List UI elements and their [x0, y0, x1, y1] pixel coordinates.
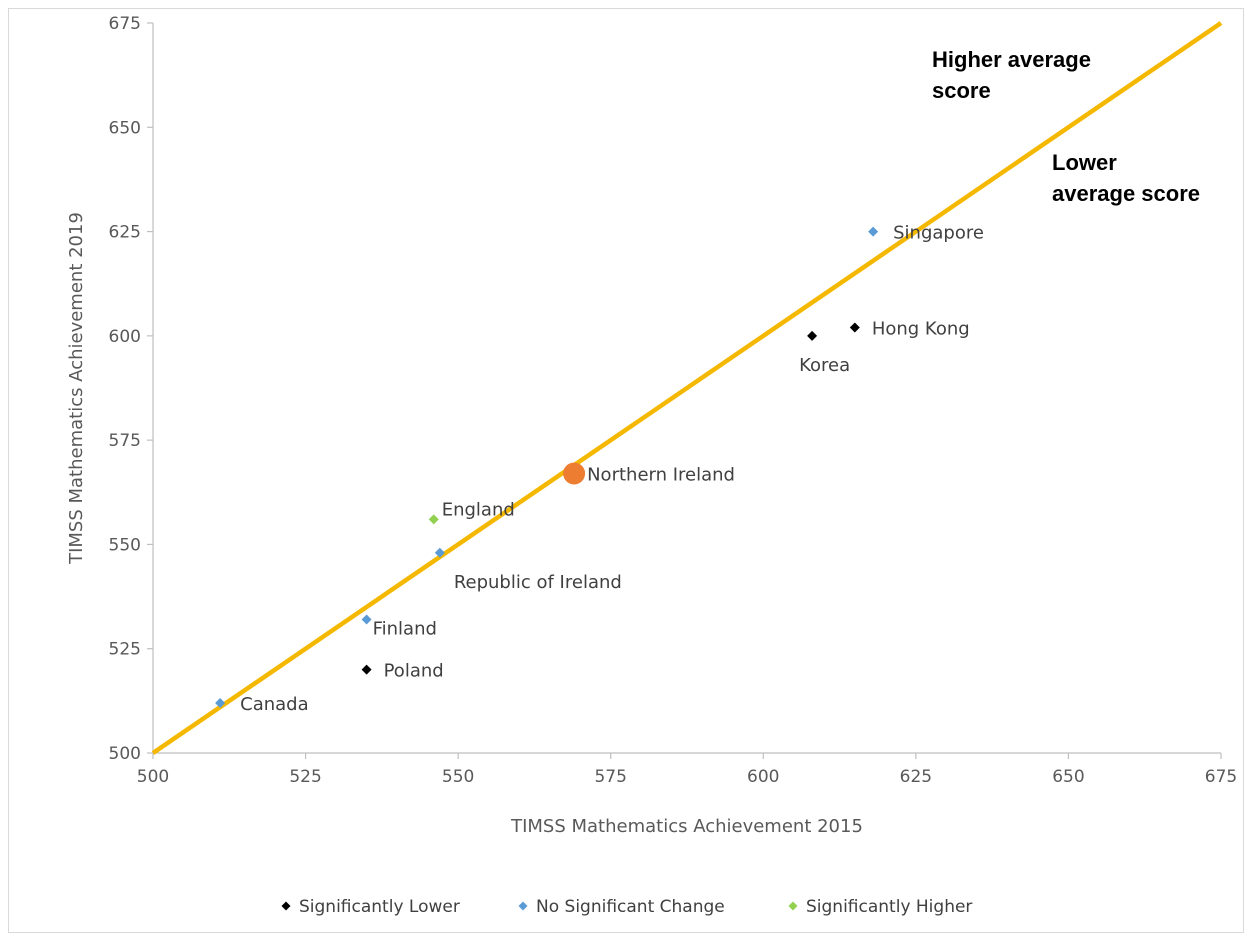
point-label-korea: Korea: [799, 355, 850, 376]
point-hong-kong: [850, 323, 860, 333]
point-label-republic-of-ireland: Republic of Ireland: [454, 572, 622, 593]
y-tick-label: 500: [109, 744, 141, 764]
point-singapore: [868, 227, 878, 237]
reference-line-group: [153, 23, 1221, 753]
legend: Significantly Lower No Significant Change…: [282, 897, 973, 917]
point-label-singapore: Singapore: [893, 223, 984, 244]
y-tick-label: 600: [109, 327, 141, 347]
x-tick-label: 625: [900, 767, 932, 787]
x-tick-label: 575: [594, 767, 626, 787]
legend-marker-significantly-higher: [789, 902, 798, 911]
point-northern-ireland: [563, 463, 585, 485]
point-label-poland: Poland: [384, 661, 444, 682]
point-korea: [807, 331, 817, 341]
y-tick-label: 675: [109, 14, 141, 34]
x-tick-label: 525: [289, 767, 321, 787]
y-tick-label: 550: [109, 535, 141, 555]
y-tick-label: 650: [109, 118, 141, 138]
point-england: [429, 514, 439, 524]
higher-score-label: Higher average: [932, 47, 1091, 72]
point-label-canada: Canada: [240, 694, 308, 715]
higher-score-label: score: [932, 78, 991, 103]
legend-marker-significantly-lower: [282, 902, 291, 911]
lower-score-label: average score: [1052, 181, 1200, 206]
reference-line: [153, 23, 1221, 753]
y-tick-label: 525: [109, 640, 141, 660]
lower-score-label: Lower: [1052, 150, 1117, 175]
x-tick-label: 650: [1052, 767, 1084, 787]
legend-label-significantly-higher: Significantly Higher: [806, 897, 972, 917]
x-axis-title: TIMSS Mathematics Achievement 2015: [510, 816, 863, 837]
point-label-finland: Finland: [373, 619, 437, 640]
point-finland: [362, 615, 372, 625]
legend-marker-no-significant-change: [519, 902, 528, 911]
point-label-england: England: [442, 499, 515, 520]
legend-label-no-significant-change: No Significant Change: [536, 897, 725, 917]
point-poland: [362, 665, 372, 675]
y-axis-title: TIMSS Mathematics Achievement 2019: [66, 212, 87, 565]
legend-label-significantly-lower: Significantly Lower: [299, 897, 460, 917]
points-group: [215, 227, 878, 708]
x-tick-label: 600: [747, 767, 779, 787]
y-tick-label: 575: [109, 431, 141, 451]
x-tick-label: 550: [442, 767, 474, 787]
x-tick-label: 500: [137, 767, 169, 787]
point-labels-group: Korea Hong Kong Poland Singapore Republic of…: [240, 223, 984, 715]
x-tick-label: 675: [1205, 767, 1237, 787]
point-label-hong-kong: Hong Kong: [872, 319, 970, 340]
y-tick-label: 625: [109, 223, 141, 243]
point-label-northern-ireland: Northern Ireland: [587, 465, 735, 486]
